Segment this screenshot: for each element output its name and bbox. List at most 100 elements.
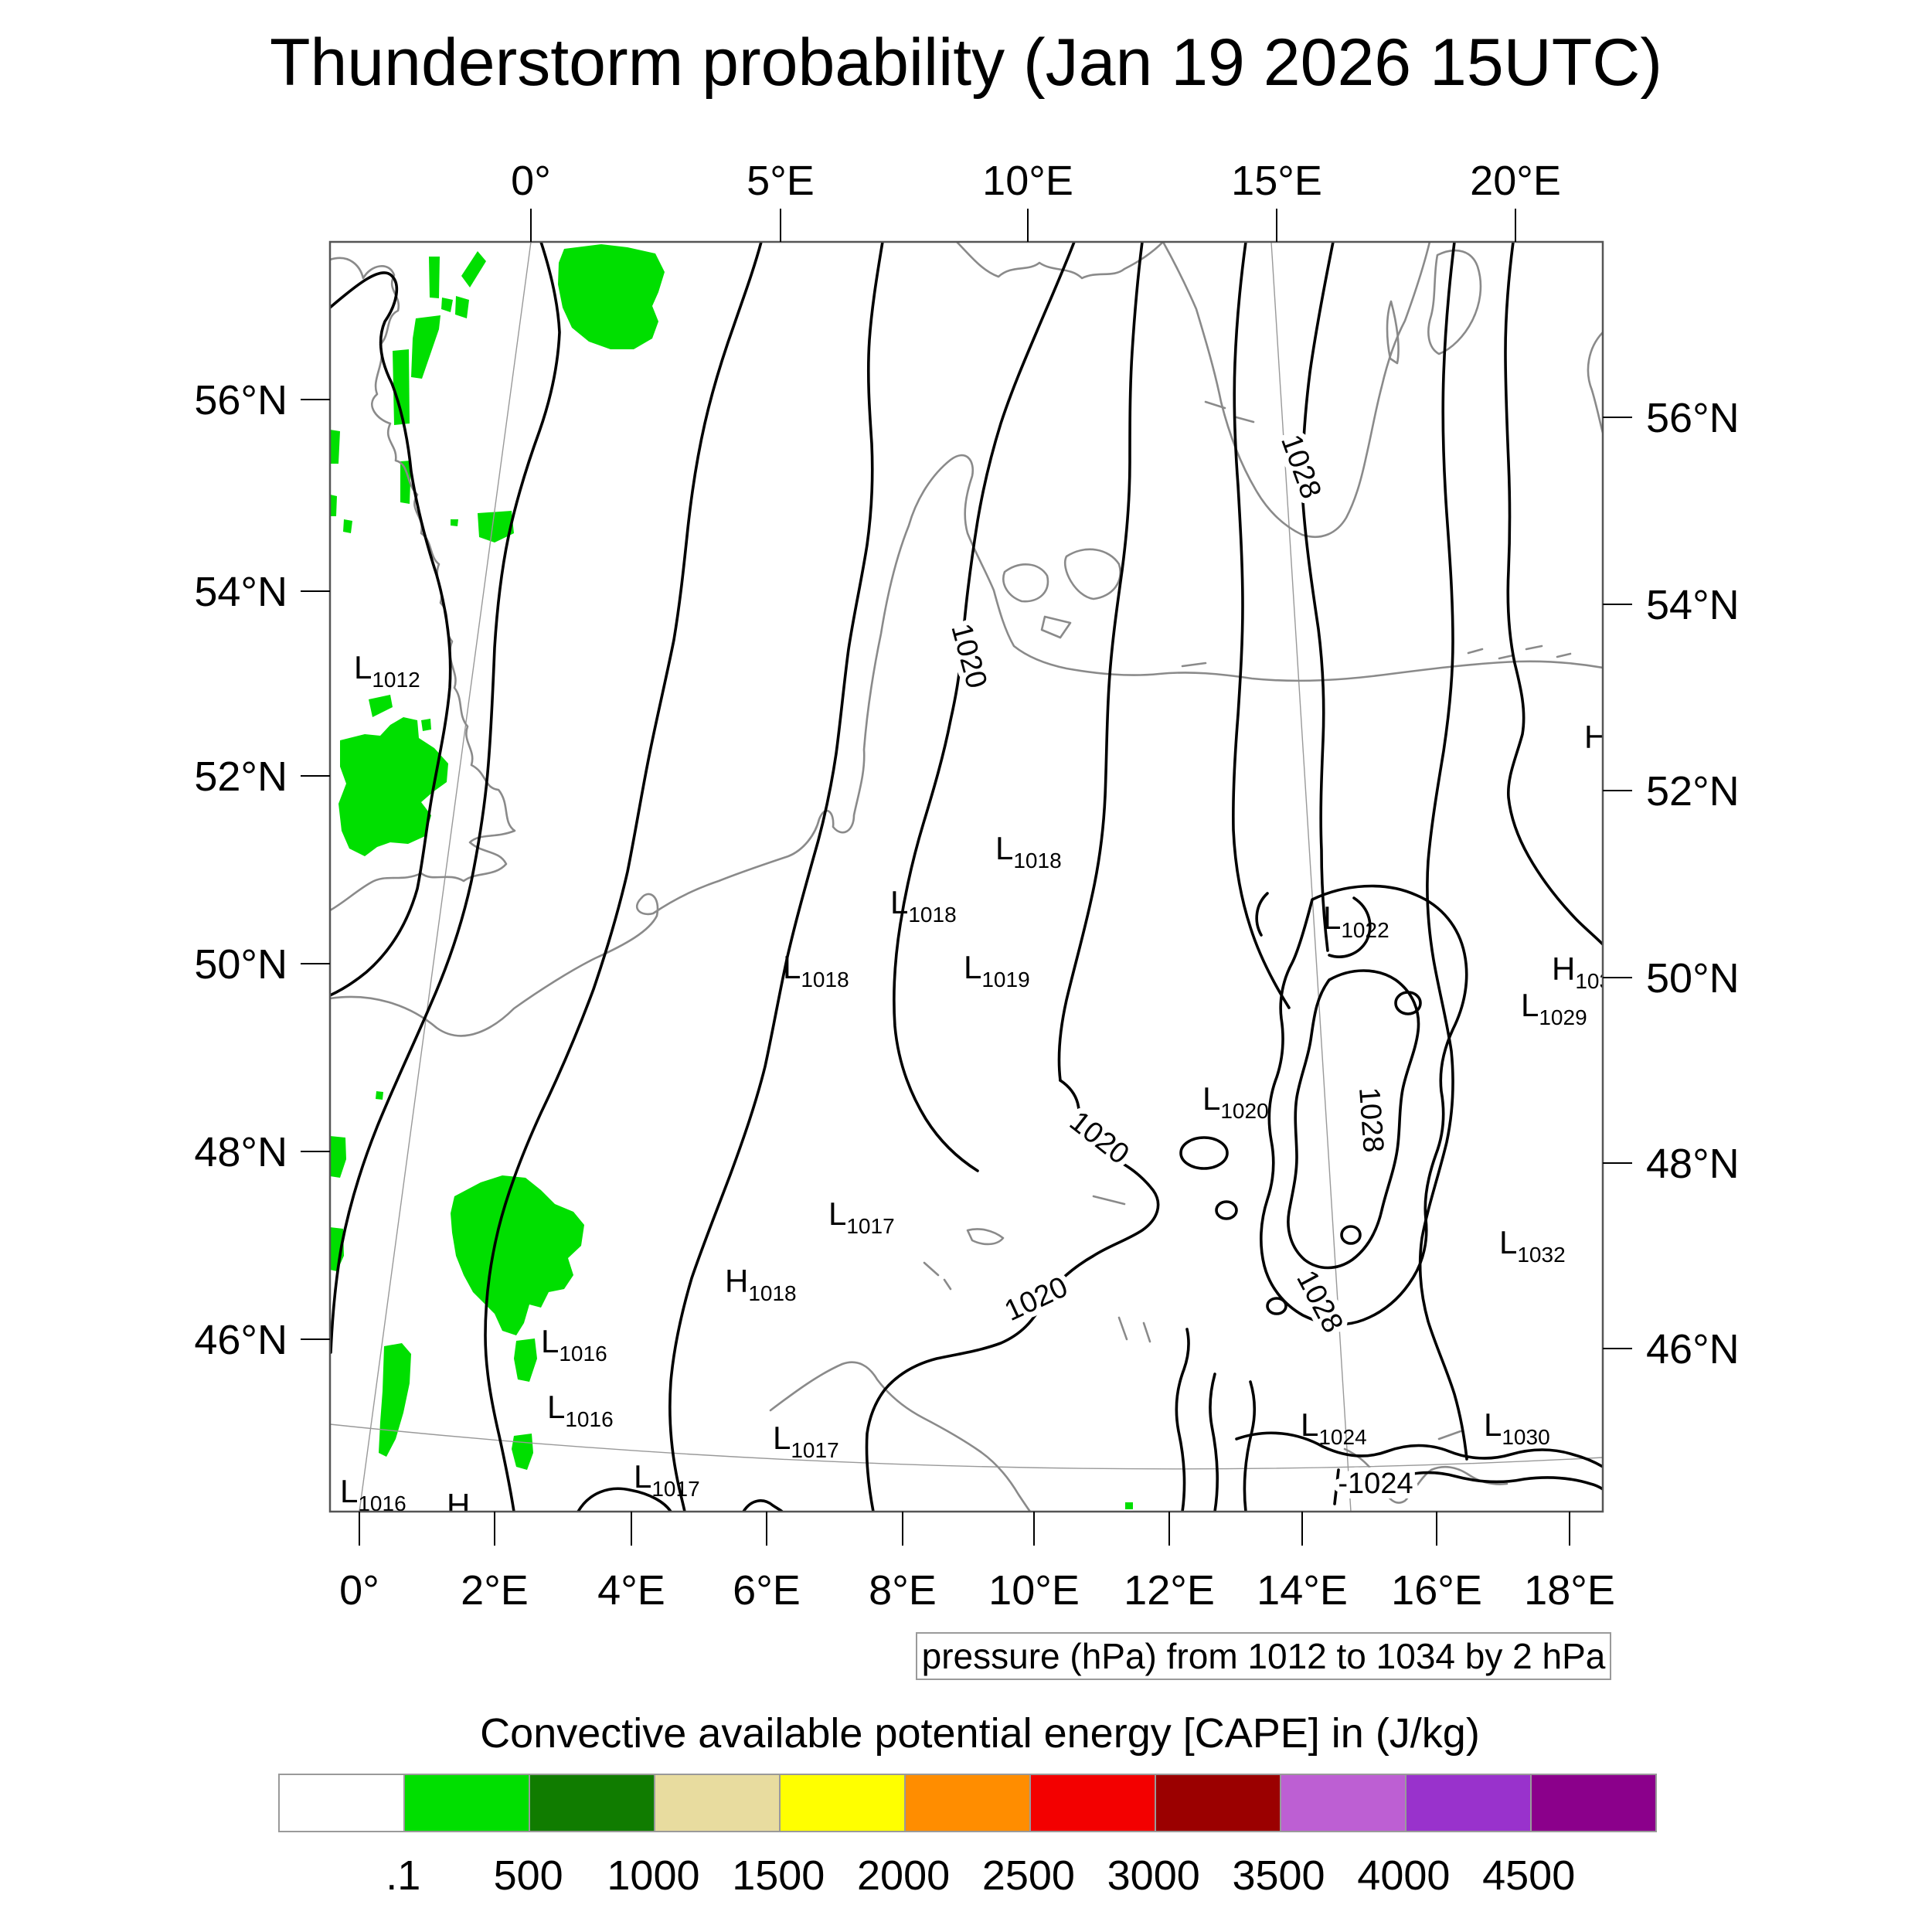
pressure-label-value: 1024 — [1318, 1425, 1366, 1449]
isobar-contour — [1394, 991, 1422, 1015]
pressure-label-value: 1017 — [791, 1438, 838, 1462]
cape-patch — [512, 1434, 533, 1470]
pressure-label: H — [1584, 719, 1607, 755]
pressure-label-value: 1018 — [1013, 849, 1061, 872]
graticule-line — [1270, 242, 1352, 1512]
bottom-axis-label: 2°E — [461, 1567, 529, 1614]
colorbar-segment — [405, 1775, 530, 1831]
isobar-contour — [1175, 1328, 1190, 1512]
pressure-label: L1017 — [634, 1458, 700, 1501]
isobar-contour — [893, 242, 1076, 1172]
coastline — [1467, 648, 1484, 655]
isobar-contour — [1418, 242, 1468, 1461]
isobar-contour — [865, 1079, 1160, 1512]
pressure-label: H1030 — [1552, 951, 1624, 993]
isobar-contour — [742, 1499, 784, 1512]
contour-value-label: 1028 — [1274, 430, 1327, 503]
bottom-axis-label: 12°E — [1124, 1567, 1215, 1614]
colorbar-tick-label: 4500 — [1482, 1852, 1576, 1899]
isobar-contour — [1179, 1136, 1229, 1170]
colorbar-tick-label: 3000 — [1107, 1852, 1200, 1899]
colorbar-segment — [280, 1775, 405, 1831]
pressure-label: L1024 — [1301, 1406, 1367, 1449]
top-axis-label: 10°E — [982, 158, 1073, 204]
pressure-label: L1030 — [1484, 1406, 1550, 1449]
isobar-contour — [1301, 242, 1335, 952]
isobar-contour — [330, 271, 452, 997]
cape-patch — [338, 717, 448, 856]
pressure-label-value: 1019 — [981, 968, 1029, 992]
cape-patch — [379, 1343, 411, 1457]
left-axis-label: 46°N — [194, 1317, 287, 1363]
isobar-contour — [1235, 1431, 1603, 1468]
isobar-contour — [1504, 242, 1603, 946]
coastline — [1064, 548, 1121, 600]
pressure-label: L1017 — [773, 1420, 839, 1462]
coastline — [1181, 662, 1207, 668]
isobar-contour — [668, 242, 884, 1512]
bottom-axis-label: 6°E — [733, 1567, 801, 1614]
right-axis-label: 48°N — [1646, 1141, 1740, 1187]
pressure-label: L1029 — [1521, 987, 1587, 1029]
colorbar-tick-label: 4000 — [1357, 1852, 1451, 1899]
coastline — [923, 1261, 940, 1277]
pressure-label: L1020 — [1202, 1080, 1269, 1123]
cape-patch — [441, 298, 453, 312]
coastline — [1343, 1447, 1509, 1504]
isobar-contour — [1333, 1468, 1340, 1505]
coastline — [769, 1361, 1032, 1512]
cape-colorbar — [278, 1774, 1657, 1832]
isobar-contour — [1382, 1471, 1603, 1491]
colorbar-tick-label: 3500 — [1232, 1852, 1325, 1899]
coastline — [1092, 1195, 1126, 1206]
bottom-axis-label: 10°E — [988, 1567, 1080, 1614]
cape-patch — [343, 519, 352, 533]
coastline — [1162, 242, 1431, 539]
coastline — [966, 1228, 1005, 1246]
pressure-label-value: 1029 — [1539, 1005, 1587, 1029]
left-axis-label: 50°N — [194, 941, 287, 988]
pressure-label-value: 1022 — [1341, 918, 1389, 942]
coastline — [1142, 1321, 1151, 1343]
coastline — [1587, 331, 1603, 434]
isobar-contour — [1209, 1372, 1219, 1512]
colorbar-tick-label: 500 — [493, 1852, 563, 1899]
isobar-contour — [1287, 969, 1420, 1270]
pressure-label-value: 1030 — [1575, 969, 1623, 993]
pressure-label-value: 1016 — [358, 1492, 406, 1515]
cape-patch — [514, 1338, 537, 1382]
contour-value-label: 1028 — [1290, 1265, 1349, 1338]
coastline — [1040, 615, 1072, 639]
pressure-label-value: 1018 — [908, 903, 956, 927]
pressure-label: L1016 — [340, 1473, 406, 1515]
cape-patch — [369, 695, 393, 717]
cape-patch — [1125, 1502, 1133, 1509]
colorbar-tick-label: .1 — [386, 1852, 421, 1899]
isobar-contour — [1215, 1200, 1238, 1220]
pressure-label-value: 1017 — [846, 1214, 894, 1238]
cape-legend-title: Convective available potential energy [C… — [480, 1710, 1480, 1757]
pressure-caption: pressure (hPa) from 1012 to 1034 by 2 hP… — [921, 1636, 1606, 1676]
pressure-label: L1016 — [547, 1389, 614, 1431]
cape-patch — [330, 430, 340, 464]
coastline — [330, 454, 1603, 1037]
pressure-label: L1018 — [783, 949, 849, 992]
contour-value-label: 1028 — [1352, 1087, 1389, 1154]
cape-patch — [455, 296, 469, 318]
colorbar-segment — [1156, 1775, 1281, 1831]
colorbar-segment — [1281, 1775, 1406, 1831]
coastline — [955, 242, 1165, 280]
pressure-label: H — [447, 1487, 470, 1523]
cape-patch — [376, 1091, 383, 1100]
contour-value-label: 1020 — [1063, 1105, 1134, 1171]
left-axis-label: 56°N — [194, 377, 287, 423]
pressure-label: L1016 — [541, 1323, 607, 1366]
right-axis-label: 56°N — [1646, 395, 1740, 441]
pressure-label: L1017 — [828, 1196, 895, 1238]
coastline — [1556, 652, 1572, 658]
bottom-axis-label: 8°E — [869, 1567, 937, 1614]
pressure-label: L1032 — [1499, 1224, 1566, 1267]
colorbar-segment — [781, 1775, 906, 1831]
colorbar-segment — [655, 1775, 781, 1831]
isobar-contour — [1243, 1380, 1256, 1512]
